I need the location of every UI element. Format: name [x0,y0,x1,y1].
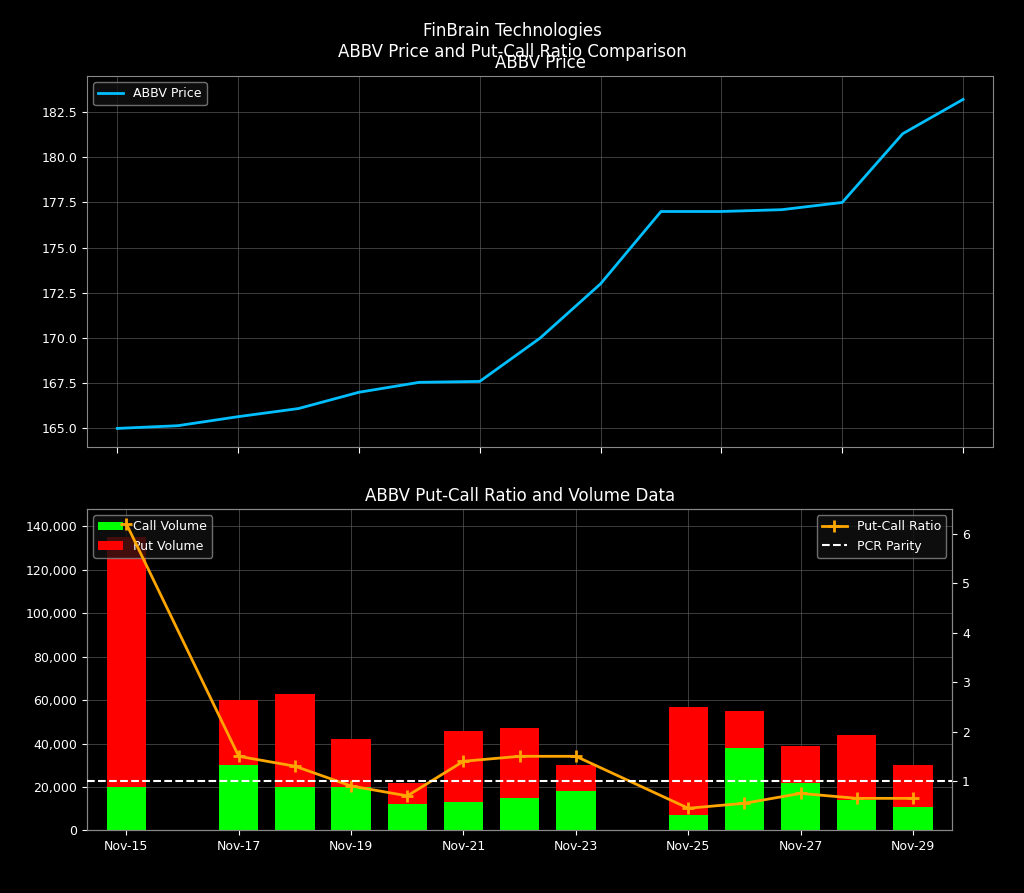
ABBV Price [293,403,305,413]
Put-Call Ratio [514,751,526,762]
Bar [669,815,708,830]
ABBV Price [836,197,848,208]
PCR Parity [120,776,132,787]
ABBV Price [171,421,184,431]
ABBV Price [473,376,485,387]
Bar [556,765,596,791]
Legend: ABBV Price: ABBV Price [93,82,207,105]
Put-Call Ratio [907,793,920,804]
Bar [219,765,258,830]
Bar [106,538,146,787]
Bar [275,694,314,787]
Legend: Call Volume, Put Volume: Call Volume, Put Volume [93,515,212,557]
Bar [500,798,540,830]
Bar [838,800,877,830]
ABBV Price [111,423,124,434]
ABBV Price [776,204,788,215]
ABBV Price [956,94,969,104]
Put-Call Ratio [120,519,132,530]
Bar [725,711,764,748]
ABBV Price [594,279,606,289]
Bar [781,782,820,830]
Line: Put-Call Ratio: Put-Call Ratio [120,518,920,814]
Line: ABBV Price: ABBV Price [117,99,963,429]
Put-Call Ratio [569,751,582,762]
Bar [556,791,596,830]
Put-Call Ratio [795,788,807,798]
Text: FinBrain Technologies: FinBrain Technologies [423,22,601,40]
Put-Call Ratio [738,798,751,809]
ABBV Price [231,412,244,422]
Bar [106,787,146,830]
Bar [275,787,314,830]
Put-Call Ratio [682,803,694,814]
Put-Call Ratio [458,755,470,766]
Bar [388,782,427,805]
Bar [893,806,933,830]
Title: ABBV Price: ABBV Price [495,54,586,71]
Bar [443,730,483,802]
Bar [332,739,371,787]
Put-Call Ratio [851,793,863,804]
ABBV Price [352,387,365,397]
Title: ABBV Put-Call Ratio and Volume Data: ABBV Put-Call Ratio and Volume Data [365,487,675,505]
Put-Call Ratio [401,790,414,801]
ABBV Price [535,333,547,344]
Bar [669,706,708,815]
ABBV Price [655,206,668,217]
Bar [781,746,820,782]
Bar [388,805,427,830]
ABBV Price [413,377,426,388]
Text: ABBV Price and Put-Call Ratio Comparison: ABBV Price and Put-Call Ratio Comparison [338,43,686,61]
PCR Parity [176,776,188,787]
Put-Call Ratio [232,751,245,762]
Bar [443,802,483,830]
Bar [332,787,371,830]
ABBV Price [715,206,727,217]
Bar [893,765,933,806]
Bar [219,700,258,765]
Bar [500,729,540,798]
Put-Call Ratio [345,780,357,791]
Bar [725,748,764,830]
Put-Call Ratio [289,761,301,772]
ABBV Price [897,129,909,139]
Bar [838,735,877,800]
Legend: Put-Call Ratio, PCR Parity: Put-Call Ratio, PCR Parity [817,515,946,557]
